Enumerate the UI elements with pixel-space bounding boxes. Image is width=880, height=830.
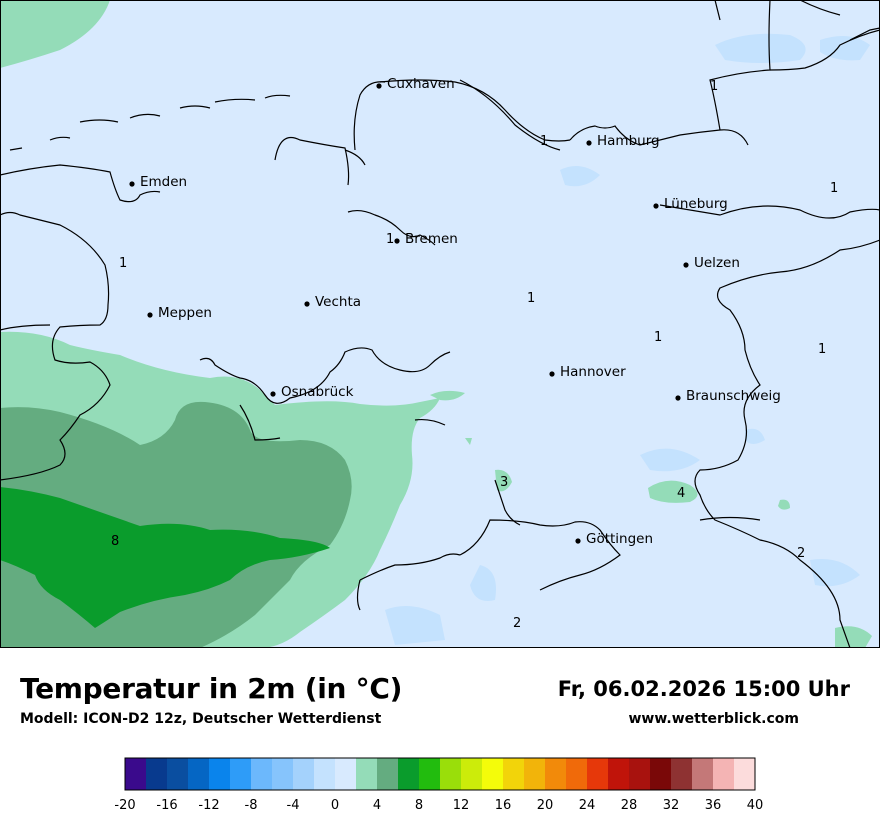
legend-swatches bbox=[125, 758, 756, 790]
contour-label: 2 bbox=[513, 616, 521, 631]
legend-swatch bbox=[440, 758, 462, 790]
legend-swatch bbox=[230, 758, 252, 790]
legend-swatch bbox=[167, 758, 189, 790]
cool-patches bbox=[385, 33, 870, 645]
legend-tick-label: 12 bbox=[453, 798, 470, 813]
legend-swatch bbox=[671, 758, 693, 790]
legend-tick-label: 4 bbox=[373, 798, 381, 813]
color-legend: -20 -16 -12 -8 -4 0 4 8 12 16 20 24 28 32 36 40 bbox=[114, 757, 763, 813]
city-bremen: Bremen bbox=[394, 231, 458, 247]
coast-and-borders bbox=[0, 0, 880, 648]
svg-text:Lüneburg: Lüneburg bbox=[664, 196, 728, 212]
svg-text:Bremen: Bremen bbox=[405, 231, 458, 247]
legend-swatch bbox=[629, 758, 651, 790]
city-uelzen: Uelzen bbox=[683, 255, 740, 271]
legend-tick-label: 28 bbox=[621, 798, 638, 813]
legend-ticks: -20 -16 -12 -8 -4 0 4 8 12 16 20 24 28 32 36 40 bbox=[114, 798, 763, 813]
legend-swatch bbox=[314, 758, 336, 790]
city-hannover: Hannover bbox=[549, 364, 626, 380]
legend-swatch bbox=[188, 758, 210, 790]
valid-datetime: Fr, 06.02.2026 15:00 Uhr bbox=[557, 677, 850, 701]
city-lueneburg: Lüneburg bbox=[653, 196, 728, 212]
svg-text:Osnabrück: Osnabrück bbox=[281, 384, 354, 400]
website-link[interactable]: www.wetterblick.com bbox=[628, 711, 800, 727]
svg-text:Emden: Emden bbox=[140, 174, 187, 190]
legend-tick-label: -12 bbox=[198, 798, 219, 813]
legend-swatch bbox=[566, 758, 588, 790]
legend-swatch bbox=[419, 758, 441, 790]
legend-tick-label: 8 bbox=[415, 798, 423, 813]
city-osnabrueck: Osnabrück bbox=[270, 384, 354, 400]
legend-swatch bbox=[503, 758, 525, 790]
legend-tick-label: -4 bbox=[287, 798, 300, 813]
legend-swatch bbox=[335, 758, 357, 790]
legend-tick-label: -16 bbox=[156, 798, 177, 813]
contour-label: 1 bbox=[540, 134, 548, 149]
legend-swatch bbox=[209, 758, 231, 790]
contour-labels: 1 1 1 1 1 1 1 1 3 4 8 2 2 bbox=[111, 79, 838, 631]
contour-label: 1 bbox=[386, 232, 394, 247]
svg-text:Hamburg: Hamburg bbox=[597, 133, 660, 149]
legend-tick-label: -8 bbox=[245, 798, 258, 813]
contour-label: 1 bbox=[710, 79, 718, 94]
legend-swatch bbox=[461, 758, 483, 790]
legend-swatch bbox=[482, 758, 504, 790]
contour-label: 1 bbox=[830, 181, 838, 196]
legend-swatch bbox=[650, 758, 672, 790]
legend-tick-label: 40 bbox=[747, 798, 764, 813]
legend-tick-label: 36 bbox=[705, 798, 722, 813]
city-goettingen: Göttingen bbox=[575, 531, 653, 547]
legend-swatch bbox=[146, 758, 168, 790]
legend-swatch bbox=[608, 758, 630, 790]
legend-swatch bbox=[125, 758, 147, 790]
contour-label: 8 bbox=[111, 534, 119, 549]
legend-swatch bbox=[377, 758, 399, 790]
city-braunschweig: Braunschweig bbox=[675, 388, 781, 404]
legend-tick-label: 32 bbox=[663, 798, 680, 813]
legend-swatch bbox=[545, 758, 567, 790]
legend-swatch bbox=[293, 758, 315, 790]
legend-swatch bbox=[272, 758, 294, 790]
contour-label: 1 bbox=[654, 330, 662, 345]
contour-label: 1 bbox=[119, 256, 127, 271]
temperature-map: Cuxhaven Hamburg Emden Lüneburg Bremen U… bbox=[0, 0, 880, 648]
map-title: Temperatur in 2m (in °C) bbox=[20, 672, 403, 705]
legend-frame bbox=[124, 757, 756, 791]
svg-text:Braunschweig: Braunschweig bbox=[686, 388, 781, 404]
contour-label: 4 bbox=[677, 486, 685, 501]
cities: Cuxhaven Hamburg Emden Lüneburg Bremen U… bbox=[129, 76, 781, 547]
legend-tick-label: 16 bbox=[495, 798, 512, 813]
svg-text:Göttingen: Göttingen bbox=[586, 531, 653, 547]
legend-swatch bbox=[692, 758, 714, 790]
legend-swatch bbox=[734, 758, 756, 790]
legend-swatch bbox=[251, 758, 273, 790]
city-vechta: Vechta bbox=[304, 294, 361, 310]
city-cuxhaven: Cuxhaven bbox=[376, 76, 455, 92]
contour-label: 3 bbox=[500, 475, 508, 490]
band-6-8 bbox=[0, 487, 330, 628]
svg-text:Uelzen: Uelzen bbox=[694, 255, 740, 271]
city-emden: Emden bbox=[129, 174, 187, 190]
contour-label: 1 bbox=[527, 291, 535, 306]
contour-label: 2 bbox=[797, 546, 805, 561]
city-meppen: Meppen bbox=[147, 305, 212, 321]
svg-text:Meppen: Meppen bbox=[158, 305, 212, 321]
model-source: Modell: ICON-D2 12z, Deutscher Wetterdie… bbox=[20, 711, 382, 727]
legend-tick-label: -20 bbox=[114, 798, 135, 813]
city-hamburg: Hamburg bbox=[586, 133, 660, 149]
legend-swatch bbox=[524, 758, 546, 790]
svg-text:Cuxhaven: Cuxhaven bbox=[387, 76, 455, 92]
legend-swatch bbox=[398, 758, 420, 790]
legend-tick-label: 0 bbox=[331, 798, 339, 813]
svg-text:Hannover: Hannover bbox=[560, 364, 626, 380]
legend-tick-label: 24 bbox=[579, 798, 596, 813]
legend-swatch bbox=[713, 758, 735, 790]
svg-text:Vechta: Vechta bbox=[315, 294, 361, 310]
legend-swatch bbox=[356, 758, 378, 790]
legend-tick-label: 20 bbox=[537, 798, 554, 813]
legend-swatch bbox=[587, 758, 609, 790]
contour-label: 1 bbox=[818, 342, 826, 357]
